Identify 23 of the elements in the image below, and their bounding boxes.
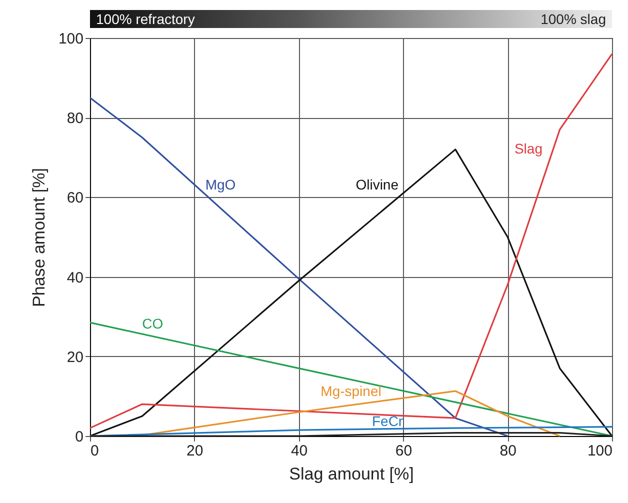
series-label: MgO	[205, 176, 236, 192]
y-tick-label: 60	[66, 190, 84, 207]
series-label: CO	[142, 316, 164, 332]
x-tick-label: 40	[290, 442, 308, 460]
x-tick-label: 20	[186, 442, 204, 460]
x-axis-title: Slag amount [%]	[289, 464, 414, 484]
series-label: FeCr	[372, 413, 404, 430]
x-tick-label: 100	[587, 442, 612, 460]
line-series	[89, 96, 508, 437]
y-tick-label: 40	[66, 269, 84, 286]
x-tick-label: 0	[90, 442, 99, 460]
gradient-scale: 100% refractory 100% slag	[90, 10, 612, 28]
y-tick-label: 100	[58, 30, 84, 48]
series-label: Mg-spinel	[320, 383, 382, 400]
x-tick-label: 80	[500, 442, 516, 460]
y-tick-label: 80	[66, 110, 84, 128]
x-tick-label: 60	[395, 442, 412, 460]
line-series	[89, 53, 613, 429]
y-axis-title: Phase amount [%]	[29, 168, 48, 307]
y-tick-label: 20	[66, 348, 84, 366]
series-label: Olivine	[356, 176, 399, 192]
y-tick-label: 0	[75, 428, 84, 446]
series-label: Slag	[514, 140, 542, 156]
